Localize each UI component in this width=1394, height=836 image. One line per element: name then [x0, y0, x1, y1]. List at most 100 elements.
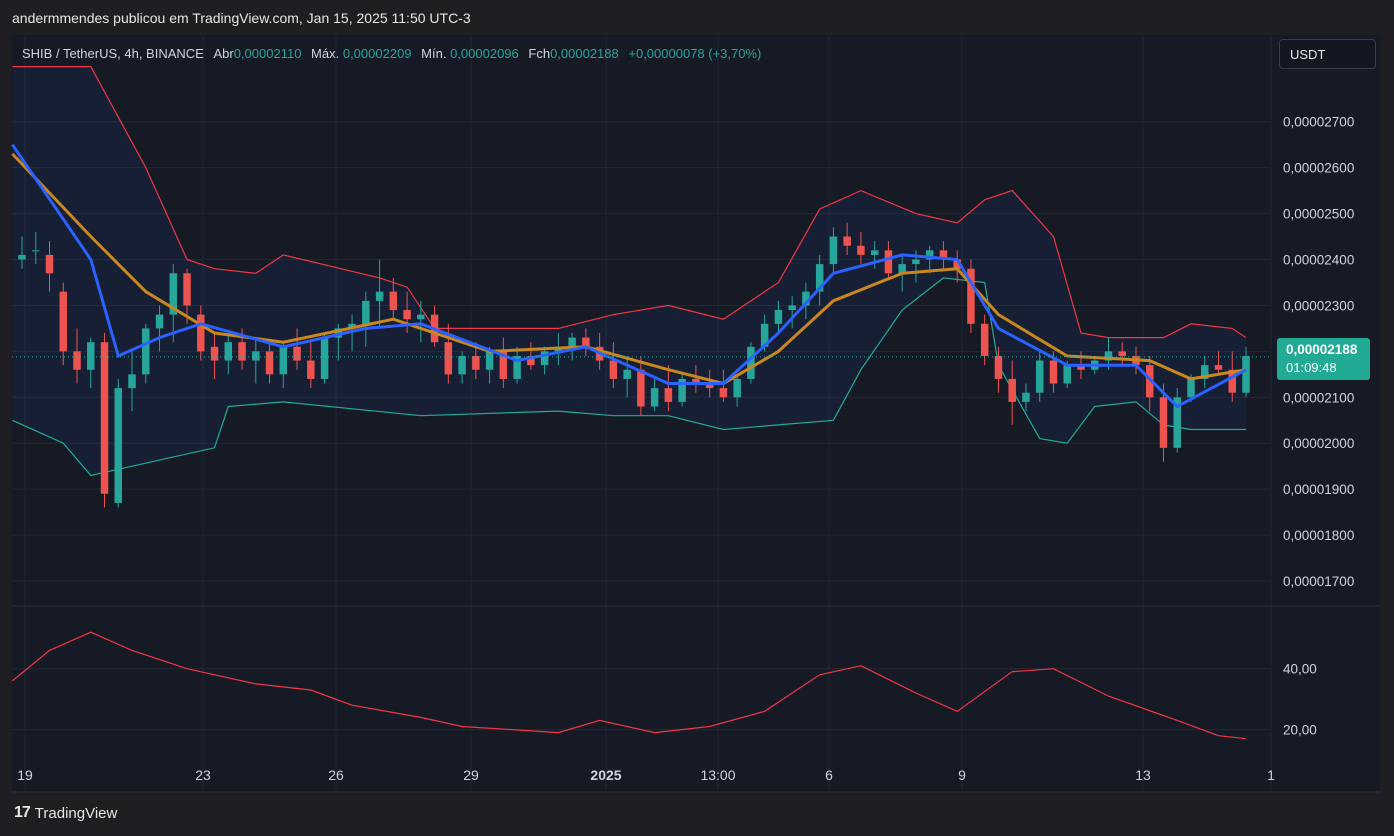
candle [307, 342, 315, 389]
price-axis-label: 0,00002100 [1283, 390, 1354, 405]
time-axis-label: 2025 [590, 767, 621, 783]
candle [692, 365, 700, 393]
candle-body [362, 300, 370, 324]
candle [32, 231, 40, 265]
indicator-axis: 40,00 20,00 [1283, 662, 1317, 738]
candle-body [527, 355, 535, 366]
candle-body [1035, 360, 1044, 393]
candle [857, 231, 865, 265]
candle [155, 305, 164, 352]
candle-body [252, 351, 260, 361]
candle-body [650, 388, 659, 407]
candle-body [73, 351, 81, 370]
candle [430, 305, 439, 347]
candle [142, 323, 150, 384]
candle [953, 250, 961, 283]
candle [183, 268, 191, 324]
currency-button[interactable]: USDT [1279, 39, 1376, 69]
candle [939, 241, 948, 269]
candle [719, 369, 728, 402]
time-axis-label: 23 [195, 767, 211, 783]
candle-body [609, 360, 618, 379]
candle-body [32, 250, 40, 252]
candle [389, 277, 398, 320]
candle [513, 346, 521, 384]
candle [1159, 383, 1168, 462]
candle-body [719, 388, 728, 398]
time-axis-label: 29 [463, 767, 479, 783]
candle-body [540, 351, 549, 366]
candle-body [705, 383, 714, 389]
candle-body [788, 305, 796, 311]
candle-body [265, 351, 274, 375]
candle [1214, 351, 1223, 375]
candle [499, 337, 508, 389]
candle-body [128, 374, 136, 389]
price-axis-label: 0,00001800 [1283, 528, 1354, 543]
candle [252, 337, 260, 384]
candle-body [417, 314, 425, 320]
candle-body [114, 388, 123, 503]
candle-body [279, 346, 288, 375]
price-tag: 0,00002188 01:09:48 [1277, 338, 1370, 380]
candle-body [623, 369, 631, 379]
candle-body [994, 355, 1003, 379]
change-value: +0,00000078 (+3,70%) [628, 46, 762, 61]
candle [967, 259, 975, 333]
time-axis: 19 23 26 29 2025 13:00 6 9 13 1 [17, 767, 1275, 783]
candle-body [760, 323, 769, 347]
candle-body [100, 342, 109, 494]
candle [623, 355, 631, 398]
candle [664, 365, 673, 412]
price-axis-label: 0,00002300 [1283, 298, 1354, 313]
candle [650, 378, 659, 412]
candle [73, 328, 81, 384]
indicator-line [12, 631, 1247, 740]
chart-frame[interactable] [12, 35, 1380, 792]
candle [788, 296, 796, 329]
ema-fast-line [11, 143, 1247, 409]
candle-body [733, 378, 741, 398]
candle [417, 300, 425, 343]
indicator-axis-label: 40,00 [1283, 662, 1317, 677]
candle [59, 282, 67, 366]
bollinger-bands [12, 65, 1247, 477]
high-value: 0,00002209 [342, 46, 412, 61]
time-axis-label: 9 [958, 767, 966, 783]
tradingview-mark-icon: 17 [14, 804, 31, 821]
time-axis-label: 13 [1135, 767, 1151, 783]
tradingview-logo-text: TradingView [34, 804, 118, 822]
candle-body [1077, 365, 1085, 370]
indicator-axis-label: 20,00 [1283, 723, 1317, 738]
low-label: Mín. [421, 46, 447, 61]
candle [100, 333, 109, 508]
price-axis-label: 0,00002000 [1283, 436, 1354, 451]
symbol-legend: SHIB / TetherUS, 4h, BINANCE Abr0,000021… [22, 46, 761, 61]
candle-body [802, 291, 810, 306]
price-tag-countdown: 01:09:48 [1286, 360, 1337, 375]
candle-body [568, 337, 576, 347]
candle-body [499, 351, 508, 379]
candle-body [582, 337, 590, 347]
candle-body [183, 273, 191, 306]
candle [980, 314, 989, 366]
candle [210, 333, 219, 379]
tradingview-logo[interactable]: 17 TradingView [14, 804, 117, 822]
candle-body [210, 346, 219, 361]
open-value: 0,00002110 [233, 46, 302, 61]
candle-body [980, 323, 989, 356]
candle [1008, 360, 1016, 425]
candle [18, 236, 26, 269]
time-axis-label: 26 [328, 767, 344, 783]
candle [197, 305, 205, 361]
candle [1242, 346, 1250, 398]
candle [829, 227, 838, 274]
candle [169, 264, 178, 343]
candle [1022, 383, 1030, 412]
candle-body [18, 254, 26, 260]
close-value: 0,00002188 [550, 46, 619, 61]
time-axis-label: 13:00 [700, 767, 735, 783]
symbol-name: SHIB / TetherUS, 4h, BINANCE [22, 46, 204, 61]
candle-body [774, 310, 783, 324]
